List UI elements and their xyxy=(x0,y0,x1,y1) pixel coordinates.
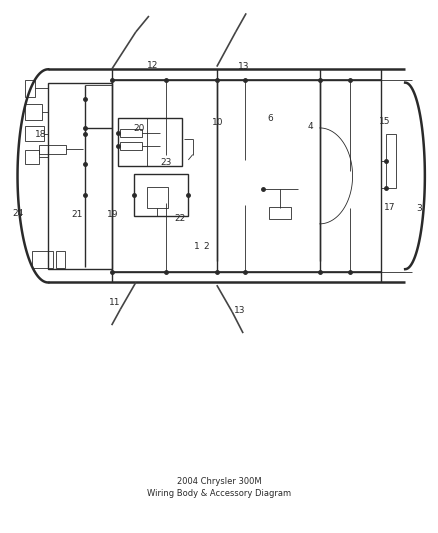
Bar xyxy=(147,187,168,208)
Bar xyxy=(39,145,66,154)
Text: 23: 23 xyxy=(160,158,171,167)
Bar xyxy=(56,251,65,268)
Bar xyxy=(386,134,396,188)
Text: 3: 3 xyxy=(416,205,422,213)
Text: 2: 2 xyxy=(204,242,209,251)
Bar xyxy=(25,126,44,141)
Text: 11: 11 xyxy=(109,298,120,307)
Text: 4: 4 xyxy=(307,122,313,131)
Text: 6: 6 xyxy=(267,114,273,123)
Text: 13: 13 xyxy=(234,306,246,314)
Text: 19: 19 xyxy=(107,210,119,219)
Text: 21: 21 xyxy=(71,210,82,219)
Text: 18: 18 xyxy=(35,130,46,139)
Bar xyxy=(48,83,112,269)
Bar xyxy=(118,118,182,166)
Text: 1: 1 xyxy=(194,242,200,251)
Bar xyxy=(134,174,188,216)
Text: 13: 13 xyxy=(238,62,249,70)
Bar xyxy=(25,80,35,97)
Text: 20: 20 xyxy=(134,125,145,133)
Bar xyxy=(269,207,291,219)
Text: 24: 24 xyxy=(12,209,23,217)
Bar xyxy=(32,251,53,268)
Text: 15: 15 xyxy=(379,117,390,126)
Bar xyxy=(120,129,142,137)
Bar xyxy=(120,142,142,150)
Text: 22: 22 xyxy=(175,214,186,223)
Bar xyxy=(25,104,42,120)
Text: 2004 Chrysler 300M
Wiring Body & Accessory Diagram: 2004 Chrysler 300M Wiring Body & Accesso… xyxy=(147,477,291,498)
Text: 12: 12 xyxy=(147,61,158,69)
Bar xyxy=(25,150,39,164)
Text: 17: 17 xyxy=(384,204,396,212)
Text: 10: 10 xyxy=(212,118,224,127)
